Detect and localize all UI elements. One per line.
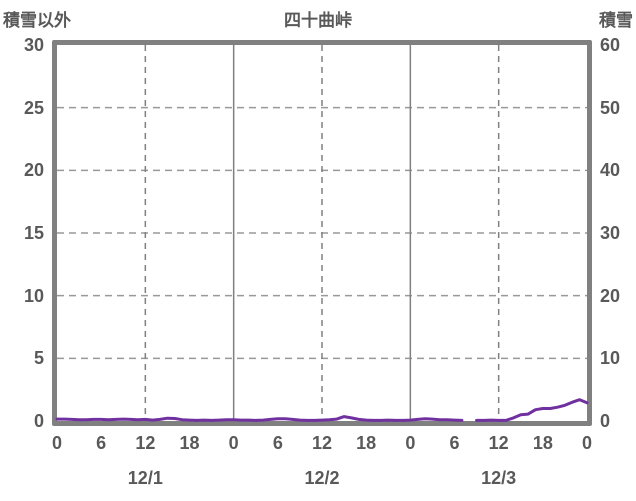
x-axis-tick: 0	[51, 433, 62, 453]
x-axis-tick: 6	[449, 433, 460, 453]
right-axis-tick-30: 30	[600, 223, 621, 243]
x-axis-tick: 12	[311, 433, 333, 453]
x-axis-tick: 12	[488, 433, 509, 453]
left-axis-title: 積雪以外	[3, 11, 71, 30]
left-axis-tick-10: 10	[23, 285, 44, 306]
left-axis-tick-25: 25	[23, 97, 44, 118]
x-axis-tick: 0	[405, 433, 416, 453]
x-axis-tick: 0	[228, 433, 239, 453]
left-axis-tick-15: 15	[23, 223, 44, 243]
left-axis-tick-5: 5	[33, 348, 44, 369]
right-axis-tick-0: 0	[600, 411, 611, 431]
right-axis-tick-60: 60	[600, 35, 621, 55]
left-axis-tick-0: 0	[33, 411, 44, 431]
date-label-12/3: 12/3	[481, 468, 517, 488]
date-label-12/1: 12/1	[127, 468, 163, 488]
right-axis-tick-40: 40	[600, 160, 621, 181]
x-axis-tick: 6	[272, 433, 283, 453]
right-axis-tick-50: 50	[600, 97, 621, 118]
right-axis-tick-10: 10	[600, 348, 621, 369]
x-axis-tick: 6	[96, 433, 107, 453]
left-axis-tick-20: 20	[23, 160, 44, 181]
x-axis-tick: 12	[135, 433, 156, 453]
x-axis-tick: 18	[532, 433, 553, 453]
right-axis-tick-20: 20	[600, 285, 621, 306]
chart-canvas	[55, 45, 589, 422]
left-axis-tick-30: 30	[23, 35, 44, 55]
x-axis-tick: 18	[356, 433, 377, 453]
series-line-積雪	[55, 398, 589, 422]
plot-area-border	[52, 40, 592, 426]
x-axis-tick: 18	[179, 433, 200, 453]
chart-title: 四十曲峠	[284, 11, 352, 30]
x-axis-tick: 0	[581, 433, 592, 453]
right-axis-title: 積雪	[599, 11, 633, 30]
date-label-12/2: 12/2	[304, 468, 340, 488]
